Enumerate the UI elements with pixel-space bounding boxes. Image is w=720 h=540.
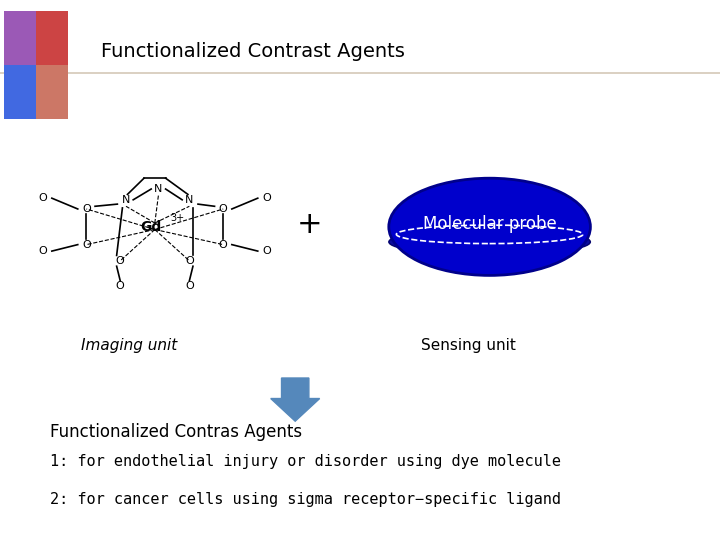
Text: +: +	[297, 210, 323, 239]
Text: O: O	[39, 193, 48, 203]
Text: O: O	[185, 281, 194, 291]
Ellipse shape	[389, 178, 590, 275]
Text: O: O	[116, 281, 125, 291]
Text: O: O	[185, 256, 194, 266]
Text: N: N	[122, 195, 130, 205]
Text: Imaging unit: Imaging unit	[81, 338, 178, 353]
Text: O: O	[262, 246, 271, 256]
FancyBboxPatch shape	[4, 65, 36, 119]
Text: O: O	[116, 256, 125, 266]
Text: 2: for cancer cells using sigma receptor−specific ligand: 2: for cancer cells using sigma receptor…	[50, 492, 562, 507]
Text: 1: for endothelial injury or disorder using dye molecule: 1: for endothelial injury or disorder us…	[50, 454, 562, 469]
Text: Molecular probe: Molecular probe	[423, 215, 557, 233]
Text: Sensing unit: Sensing unit	[420, 338, 516, 353]
Text: N: N	[154, 184, 163, 194]
FancyBboxPatch shape	[36, 65, 68, 119]
Text: O: O	[262, 193, 271, 203]
Text: O: O	[82, 240, 91, 249]
Text: O: O	[219, 204, 228, 214]
Text: O: O	[219, 240, 228, 249]
Text: Functionalized Contras Agents: Functionalized Contras Agents	[50, 423, 302, 441]
Text: 3+: 3+	[171, 213, 185, 222]
Text: O: O	[39, 246, 48, 256]
FancyBboxPatch shape	[36, 11, 68, 65]
Text: Gd: Gd	[140, 220, 162, 234]
Text: O: O	[82, 204, 91, 214]
Text: N: N	[185, 195, 194, 205]
Text: Functionalized Contrast Agents: Functionalized Contrast Agents	[101, 42, 405, 61]
FancyArrow shape	[271, 378, 320, 421]
FancyBboxPatch shape	[4, 11, 36, 65]
Ellipse shape	[389, 228, 590, 255]
